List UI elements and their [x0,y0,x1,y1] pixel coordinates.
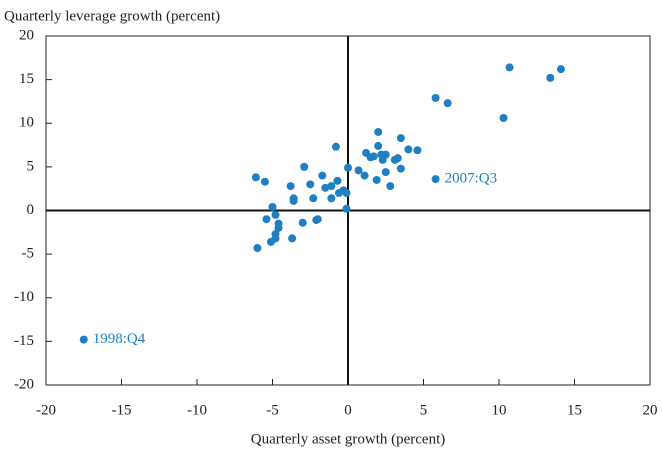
point [266,237,275,246]
x-tick-label: -20 [36,402,56,418]
point [381,168,390,177]
point [393,154,402,163]
point [306,180,315,189]
point [372,175,381,184]
point [546,73,555,82]
point [262,215,271,224]
point [300,162,309,171]
point [327,182,336,191]
x-tick-label: 20 [643,402,658,418]
point [253,244,262,253]
point [334,189,343,198]
annotation: 1998:Q4 [93,331,146,347]
point [344,163,352,172]
point [331,142,340,151]
y-axis-label: Quarterly leverage growth (percent) [4,8,220,24]
point [404,145,413,154]
x-tick-label: -15 [112,402,132,418]
point [309,194,318,203]
y-tick-label: 20 [19,27,34,43]
y-tick-label: -15 [14,333,34,349]
point [251,173,260,182]
point [313,215,322,224]
point [360,171,369,180]
y-tick-label: 0 [27,202,35,218]
point [386,182,395,191]
point [354,166,363,175]
point [321,183,330,192]
x-tick-label: 0 [344,402,352,418]
y-tick-label: 15 [19,71,34,87]
y-tick-label: -5 [22,246,35,262]
point [431,175,440,184]
point [378,155,387,164]
point [289,196,298,205]
y-tick-label: 10 [19,115,34,131]
y-tick-label: 5 [27,158,35,174]
point [79,335,88,344]
point [431,93,440,102]
point [342,204,351,213]
point [260,177,269,186]
y-tick-label: -20 [14,376,34,392]
point [443,99,452,108]
point [327,194,336,203]
annotation: 2007:Q3 [445,171,498,187]
x-tick-label: 5 [420,402,428,418]
x-tick-label: -10 [187,402,207,418]
point [374,127,383,136]
point [318,171,327,180]
point [505,63,514,72]
y-tick-label: -10 [14,289,34,305]
point [333,176,342,185]
point [556,65,565,74]
point [271,210,280,219]
x-axis-label: Quarterly asset growth (percent) [251,431,446,447]
point [288,234,297,243]
x-tick-label: -5 [266,402,279,418]
point [396,134,405,143]
point [268,203,277,212]
point [298,218,307,227]
point [286,182,295,191]
point [342,189,351,198]
point [374,141,383,150]
point [274,223,283,232]
x-tick-label: 15 [567,402,582,418]
point [369,152,378,161]
point [413,146,422,155]
point [396,164,405,173]
x-tick-label: 10 [492,402,507,418]
point [499,114,508,123]
